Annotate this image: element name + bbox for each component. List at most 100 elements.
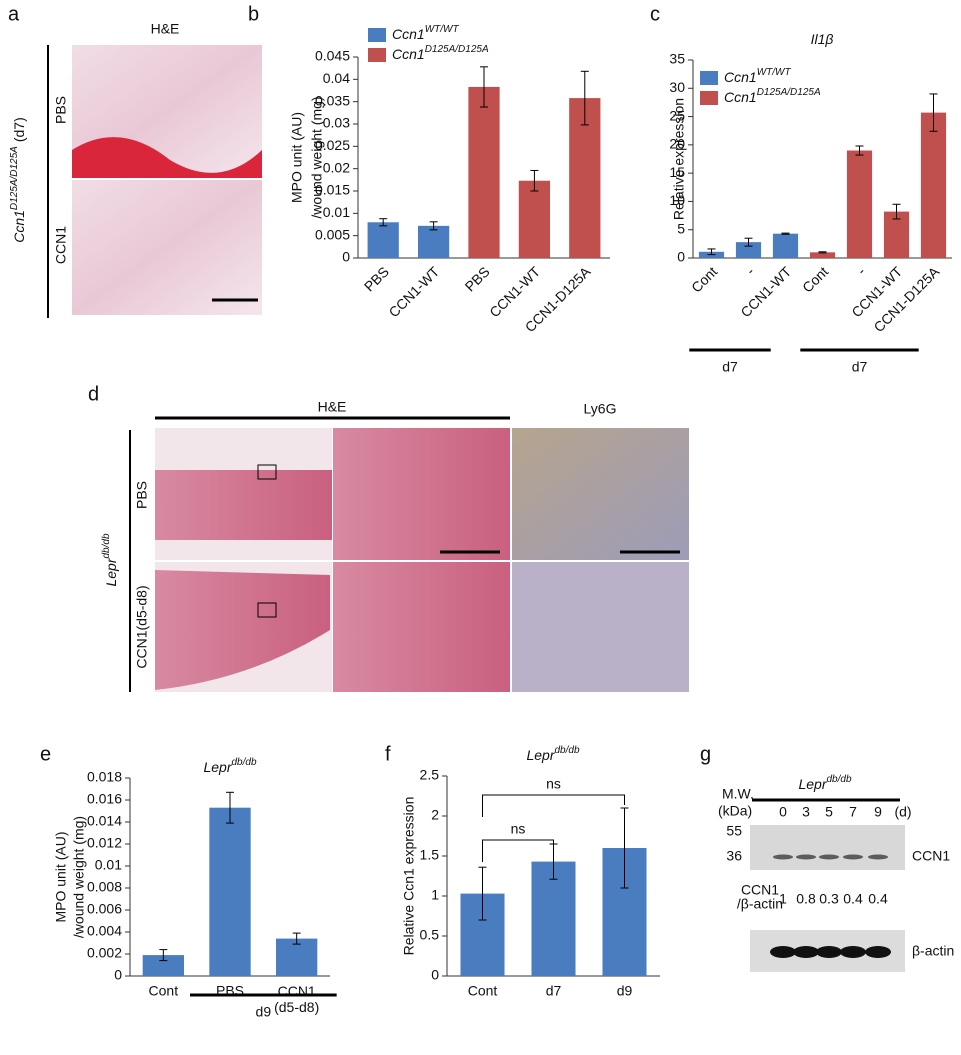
y-axis-label: /wound weight (mg) (309, 96, 325, 218)
x-tick-label: PBS (361, 263, 392, 294)
error-bar (744, 237, 753, 247)
chart-title-main: Lepr (203, 759, 232, 775)
error-bar (855, 145, 864, 156)
y-tick-label: 1 (431, 887, 439, 903)
genotype: Ccn1 (11, 210, 27, 243)
legend-label: Ccn1D125A/D125A (724, 87, 821, 105)
band (868, 854, 888, 860)
mw-label: M.W. (722, 786, 754, 802)
row-label: PBS (53, 96, 69, 124)
x-tick-label: - (743, 263, 758, 278)
bar (367, 222, 399, 258)
genotype-label: Leprdb/db (101, 533, 119, 586)
genotype-label-main: Lepr (798, 776, 827, 792)
error-bar (530, 169, 539, 192)
marker-label: 55 (726, 823, 742, 839)
legend-label-sup: WT/WT (757, 67, 792, 78)
band (773, 854, 793, 860)
legend-label-sup: D125A/D125A (757, 87, 821, 98)
bar (209, 807, 251, 976)
loading-label: β-actin (912, 943, 954, 959)
error-bar (429, 221, 438, 231)
error-bar (620, 807, 629, 889)
y-tick-label: 0.035 (315, 92, 350, 108)
legend-swatch (700, 91, 718, 105)
tissue (155, 470, 332, 540)
x-tick-label: CCN1-D125A (870, 263, 942, 335)
y-tick-label: 0 (342, 249, 350, 265)
y-tick-label: 0.025 (315, 137, 350, 153)
bar (518, 180, 551, 258)
row-label: CCN1 (53, 226, 69, 264)
panel-letter: g (700, 743, 711, 765)
chart-title: Leprdb/db (203, 757, 256, 775)
genotype-label-sup: db/db (101, 533, 112, 558)
error-bar (929, 93, 938, 132)
error-bar (580, 70, 589, 126)
micrograph (333, 428, 510, 560)
lane-unit: (d) (894, 804, 911, 820)
error-bar (818, 251, 827, 254)
x-tick-label: d9 (617, 983, 633, 999)
bar (735, 242, 762, 258)
error-bar (892, 203, 901, 220)
x-tick-label: Cont (149, 983, 179, 999)
chart-title: Il1β (811, 31, 834, 47)
chart-title-sup: db/db (555, 745, 580, 756)
chart-title-main: Lepr (526, 747, 555, 763)
significance-bracket (482, 839, 554, 862)
legend-label-sup: D125A/D125A (425, 44, 489, 55)
tissue (155, 570, 330, 690)
y-axis-label: Relative expression (671, 98, 687, 220)
ratio-label: CCN1 (741, 882, 779, 898)
y-tick-label: 0 (677, 249, 685, 265)
band (843, 854, 863, 860)
y-tick-label: 0.012 (87, 835, 122, 851)
panel-letter: f (385, 743, 391, 765)
y-tick-label: 0.002 (87, 945, 122, 961)
mw-unit: (kDa) (718, 803, 752, 819)
panel-letter: a (8, 3, 20, 25)
x-tick-line: (d5-d8) (274, 999, 319, 1015)
lane-label: 3 (802, 804, 810, 820)
x-tick-label: CCN1-WT (385, 263, 442, 320)
y-tick-label: 0 (114, 967, 122, 983)
y-tick-label: 30 (669, 79, 685, 95)
inset-box (257, 602, 277, 618)
band (793, 946, 819, 958)
group-label: d7 (852, 359, 868, 375)
bar (920, 112, 947, 259)
stain-label: Ly6G (584, 401, 617, 417)
ratio-value: 0.8 (796, 891, 816, 907)
stain-label: H&E (151, 21, 180, 37)
chart-title-main: Il1β (811, 31, 834, 47)
band (840, 946, 866, 958)
genotype-label-sup: db/db (827, 774, 852, 785)
legend-label-main: Ccn1 (392, 26, 425, 42)
error-bar (781, 232, 790, 235)
legend-label: Ccn1WT/WT (392, 24, 459, 42)
error-bar (379, 218, 388, 227)
error-bar (159, 949, 168, 962)
ratio-value: 0.4 (843, 891, 863, 907)
x-tick-label: CCN1-WT (737, 263, 794, 320)
y-tick-label: 0.016 (87, 791, 122, 807)
y-tick-label: 0.006 (87, 901, 122, 917)
legend-label-main: Ccn1 (724, 69, 757, 85)
band-label: CCN1 (912, 848, 950, 864)
y-tick-label: 0.02 (323, 159, 350, 175)
micrograph (72, 180, 262, 315)
micrograph (512, 562, 689, 692)
error-bar (226, 791, 234, 824)
bar (846, 150, 873, 258)
y-axis-label: /wound weight (mg) (71, 816, 87, 938)
genotype-label: Ccn1D125A/D125A (d7) (9, 117, 27, 243)
bar (809, 252, 836, 258)
y-tick-label: 0.04 (323, 70, 350, 86)
bar (276, 938, 318, 976)
y-tick-label: 0.045 (315, 48, 350, 64)
error-bar (478, 866, 487, 921)
band (819, 854, 839, 860)
x-tick-label: CCN1 (d5-d8) (274, 983, 319, 1015)
